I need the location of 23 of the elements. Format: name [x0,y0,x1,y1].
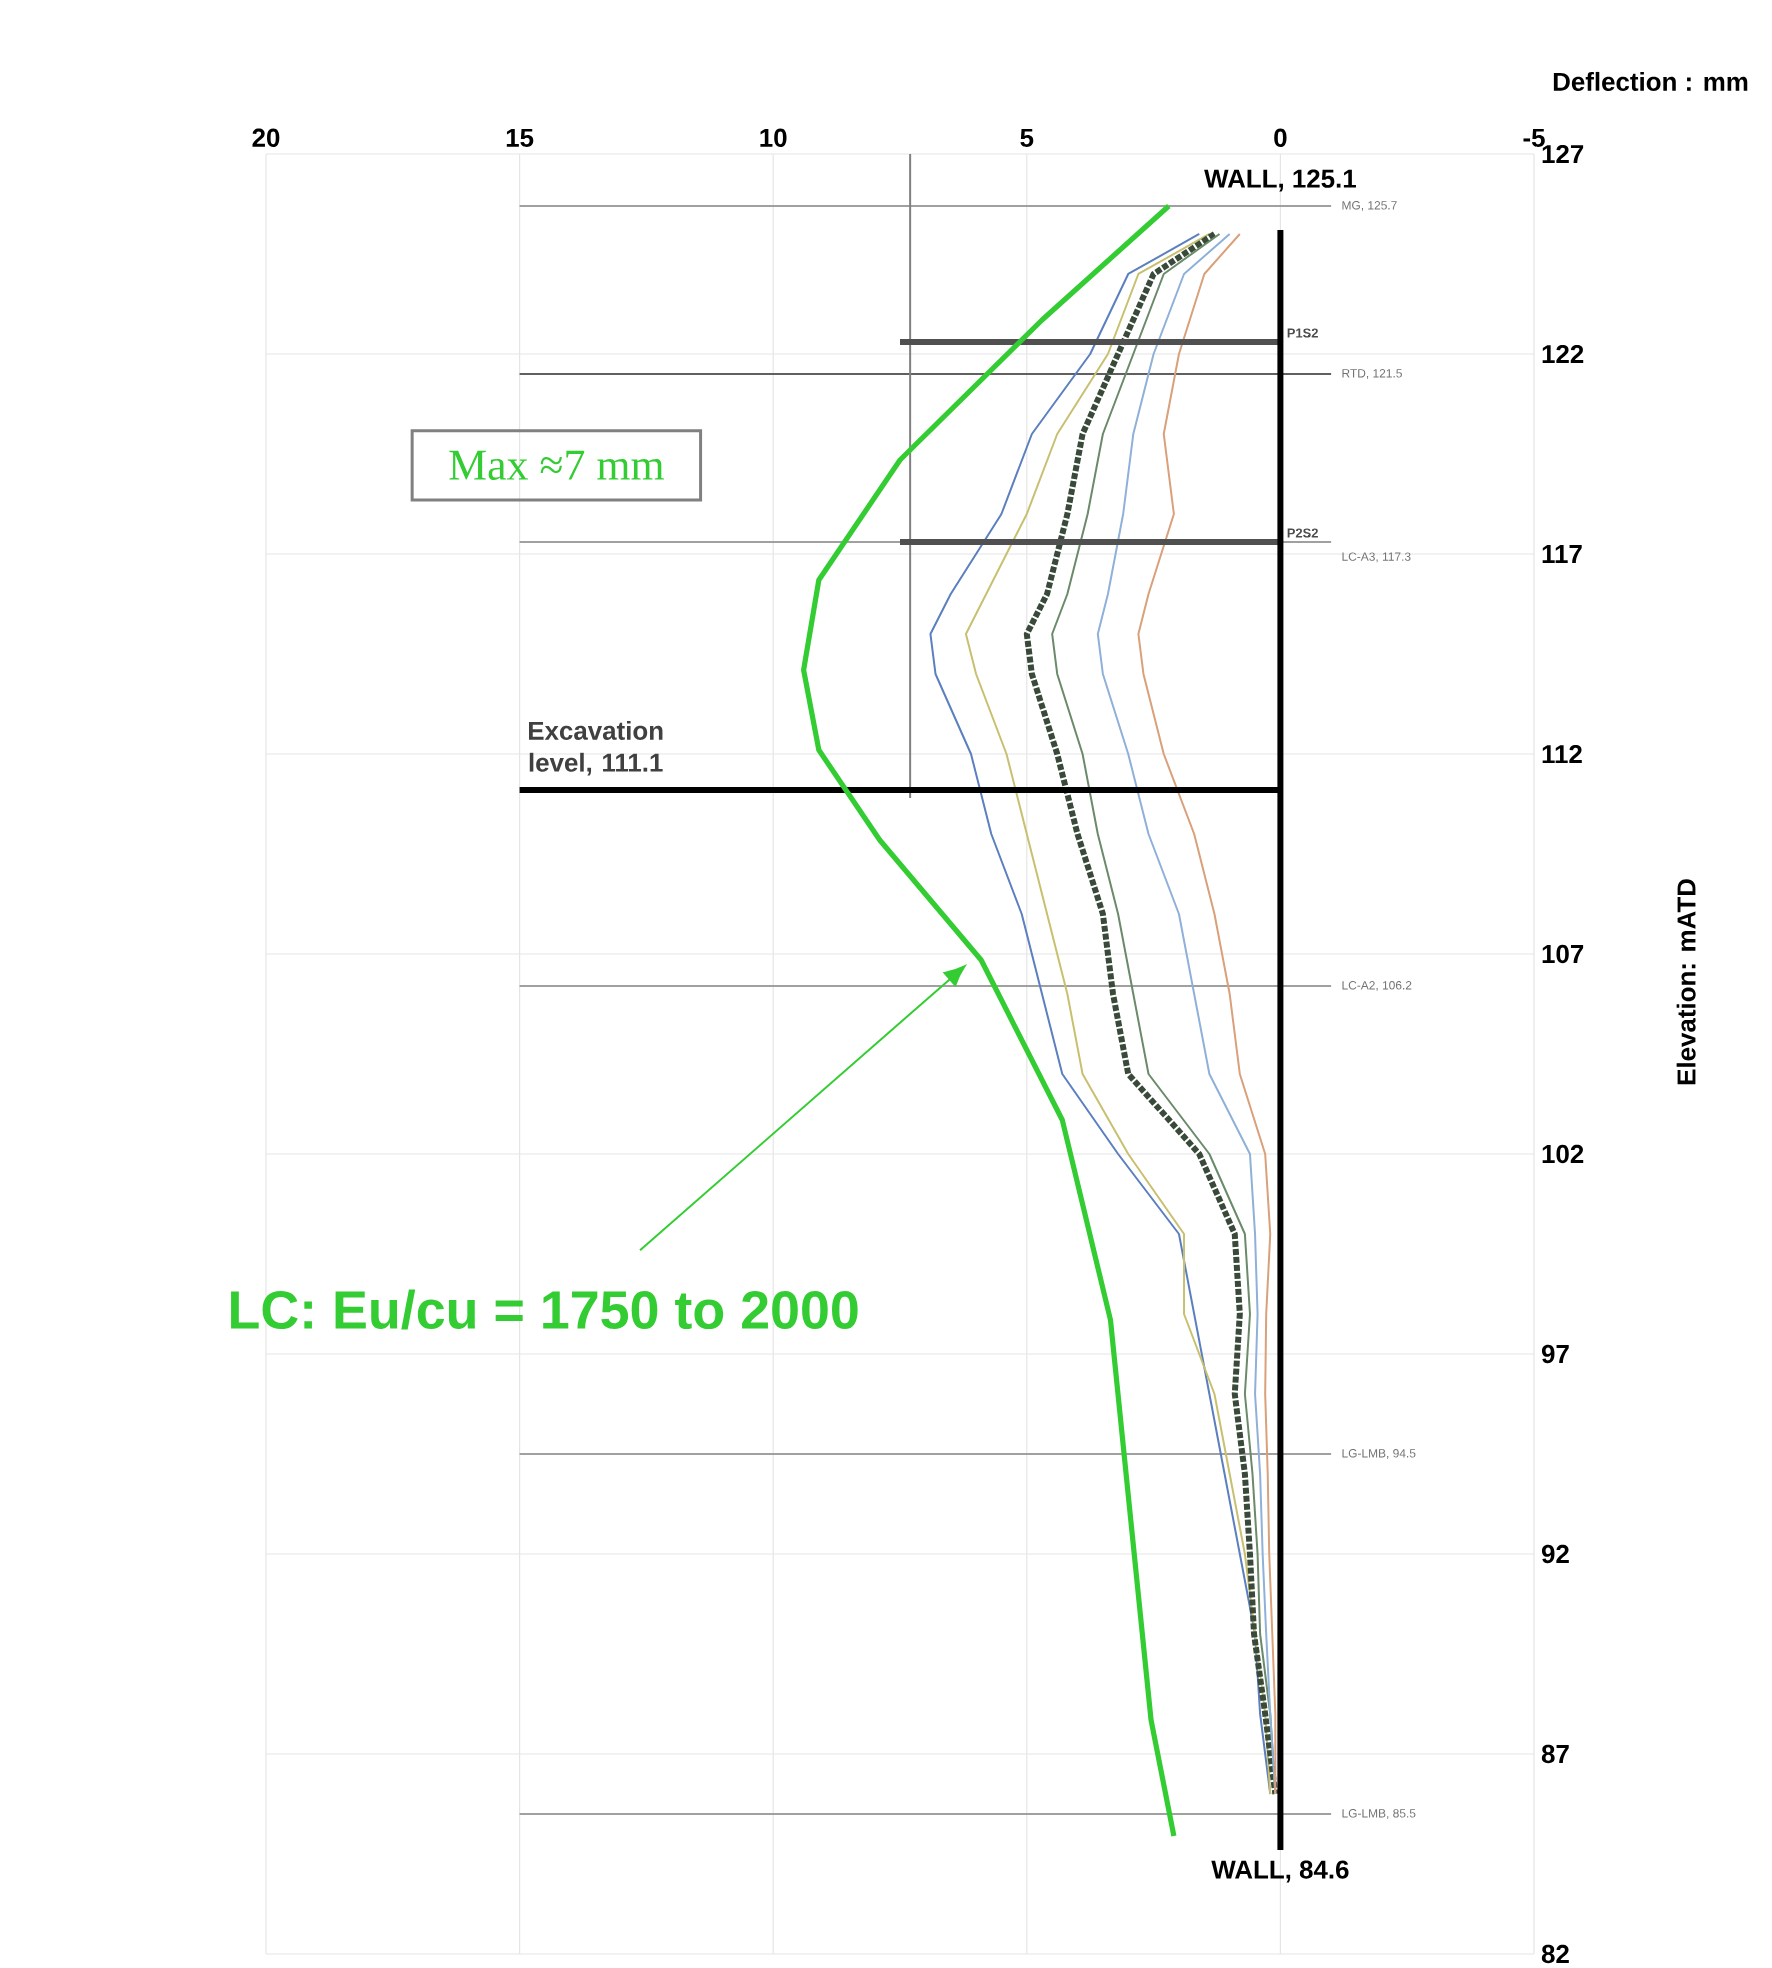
y-tick-label: 127 [1542,144,1584,164]
x-tick-label: 20 [252,128,280,147]
annotation: Max ≈7 mm [449,450,664,480]
annotation: WALL, 125.1 [1204,169,1356,192]
x-tick-label: 0 [1274,128,1287,147]
y-tick-label: 82 [1541,1944,1569,1964]
y-tick-label: 117 [1542,545,1582,563]
y-axis-title: Elevation: mATD [1676,879,1696,1085]
annotation: WALL, 84.6 [1211,1860,1349,1883]
y-tick-label: 122 [1542,344,1584,364]
x-tick-label: -5 [1523,128,1545,147]
x-axis-title: Deflection : mm [1553,71,1748,91]
y-tick-label: 97 [1541,1344,1569,1364]
y-tick-label: 87 [1541,1744,1569,1764]
annotation: LC: Eu/cu = 1750 to 2000 [231,1289,858,1330]
y-tick-label: 92 [1541,1544,1569,1564]
y-tick-label: 107 [1542,944,1584,964]
y-tick-label: 102 [1542,1144,1584,1164]
x-tick-label: 10 [760,128,787,147]
x-tick-label: 5 [1020,128,1034,147]
x-tick-label: 15 [506,128,534,147]
annotation: Excavation level, 111.1 [529,720,663,776]
y-tick-label: 112 [1542,744,1582,764]
